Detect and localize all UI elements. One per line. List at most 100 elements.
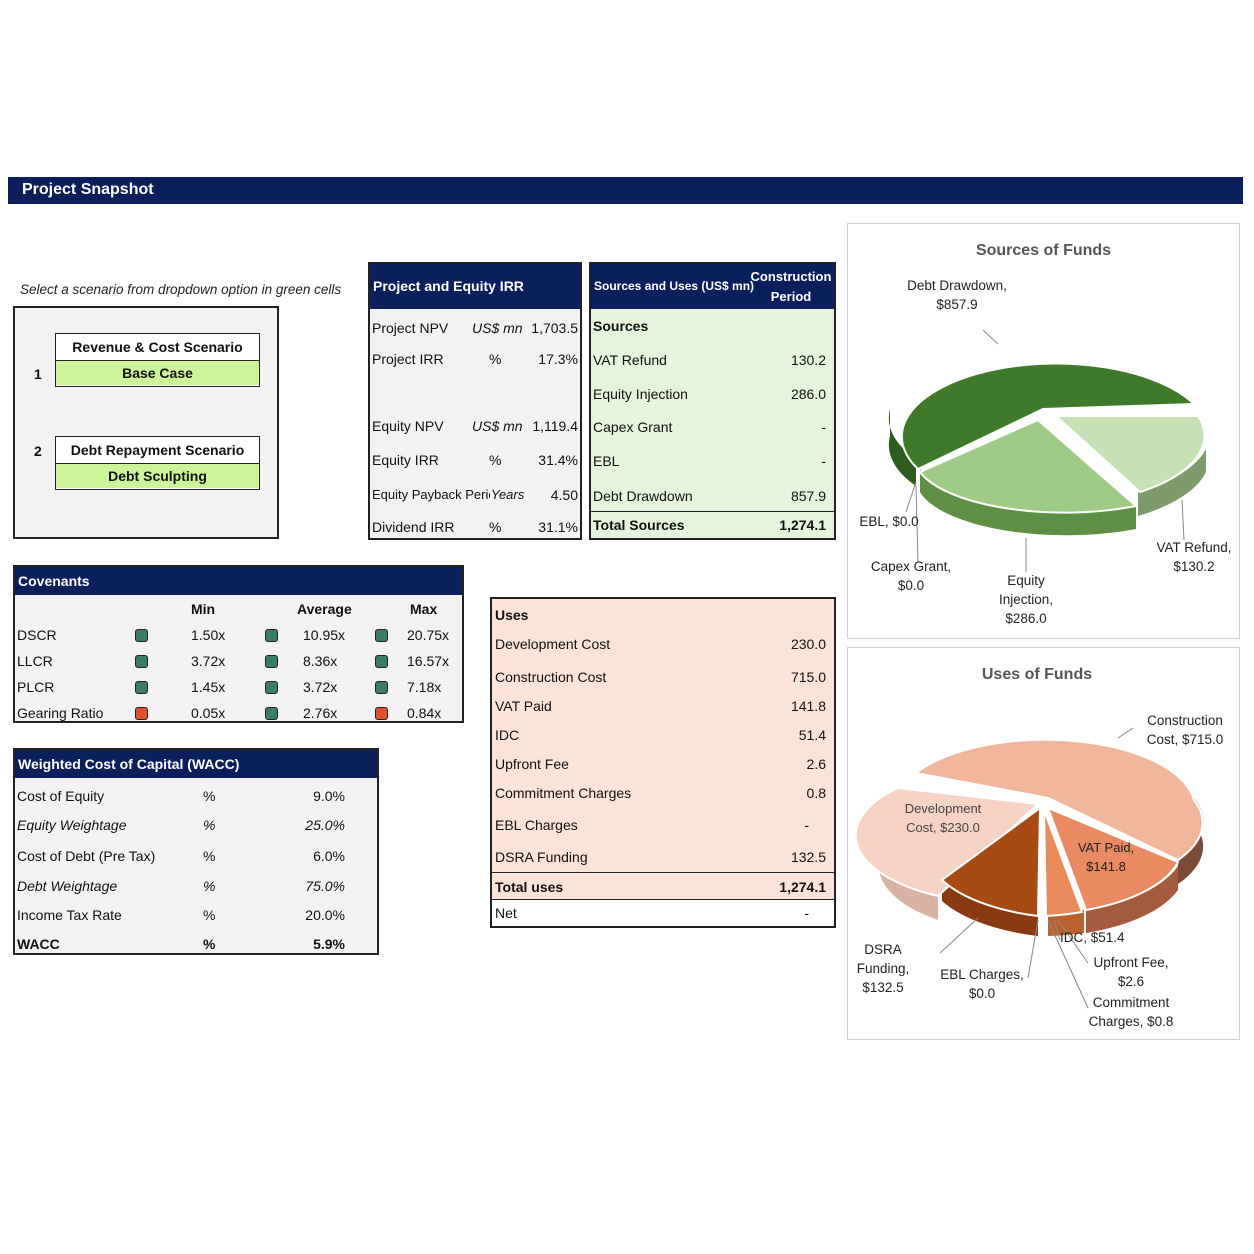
covenant-status-indicator (265, 707, 278, 720)
use-row-value: 2.6 (806, 756, 826, 772)
irr-row-unit: % (489, 519, 502, 535)
sources-section: Sources (593, 318, 649, 334)
label-construction-cost: Construction Cost, $715.0 (1146, 713, 1224, 747)
slice-side (1086, 866, 1178, 933)
covenant-min-value: 1.45x (191, 679, 226, 695)
leader-line (905, 481, 917, 513)
sources-table: Sources and Uses (US$ mn) Construction P… (589, 262, 836, 540)
source-row-label: EBL (593, 453, 620, 469)
covenant-status-indicator (375, 707, 388, 720)
wacc-row-value: 75.0% (305, 878, 345, 894)
irr-row-label: Project NPV (372, 320, 449, 336)
irr-row-value: 17.3% (538, 351, 578, 367)
covenant-min-value: 3.72x (191, 653, 226, 669)
irr-row-label: Equity IRR (372, 452, 439, 468)
source-row-value: 286.0 (790, 386, 826, 402)
covenant-min-value: 1.50x (191, 627, 226, 643)
irr-row-value: 31.1% (538, 519, 578, 535)
leader-line (1047, 919, 1089, 1009)
period-header: Construction Period (750, 269, 832, 304)
use-row-value: 0.8 (806, 785, 826, 801)
irr-row-label: Equity Payback Perioc (372, 487, 490, 502)
label-vat-paid: VAT Paid, $141.8 (1077, 840, 1135, 874)
sources-body: Sources VAT Refund 130.2 Equity Injectio… (591, 309, 834, 511)
use-row-value: 51.4 (798, 727, 826, 743)
uses-total-label: Total uses (495, 879, 564, 895)
source-row-value: 857.9 (790, 488, 826, 504)
scenario-index-1: 1 (34, 366, 42, 382)
sources-chart: Sources of Funds Debt Drawdown, $857.9 V… (847, 223, 1240, 639)
chart-title: Sources of Funds (975, 242, 1112, 259)
sources-total-label: Total Sources (593, 517, 685, 533)
use-row-label: IDC (495, 727, 520, 743)
covenant-status-indicator (135, 707, 148, 720)
sources-pie-svg (888, 329, 1206, 572)
covenant-row-label: PLCR (17, 679, 55, 695)
label-debt-drawdown: Debt Drawdown, $857.9 (907, 278, 1007, 312)
debt-scenario-dropdown[interactable]: Debt Sculpting (56, 463, 259, 488)
label-ebl: EBL, $0.0 (859, 514, 919, 529)
irr-row-label: Dividend IRR (372, 519, 455, 535)
wacc-row-label: WACC (17, 936, 60, 952)
covenant-header-max: Max (410, 601, 438, 617)
use-row-label: Construction Cost (495, 669, 607, 685)
use-row-value: 230.0 (790, 636, 826, 652)
wacc-row-label: Cost of Debt (Pre Tax) (17, 848, 156, 864)
covenant-status-indicator (265, 629, 278, 642)
scenario-panel: 1 Revenue & Cost Scenario Base Case 2 De… (13, 306, 279, 539)
page-title: Project Snapshot (22, 181, 154, 198)
covenant-row-label: LLCR (17, 653, 53, 669)
slice-side (1138, 449, 1206, 516)
uses-net-row: Net - (492, 900, 834, 926)
wacc-row-value: 25.0% (305, 817, 345, 833)
leader-line (982, 329, 999, 345)
use-row-value: 715.0 (790, 669, 826, 685)
covenant-avg-value: 3.72x (303, 679, 338, 695)
wacc-row-unit: % (203, 788, 216, 804)
leader-line (1117, 727, 1134, 739)
uses-net-label: Net (495, 905, 517, 921)
uses-net-value: - (804, 905, 809, 921)
wacc-title: Weighted Cost of Capital (WACC) (15, 750, 377, 778)
source-row-label: Equity Injection (593, 386, 688, 402)
sources-total-row: Total Sources 1,274.1 (591, 511, 834, 538)
use-row-label: VAT Paid (495, 698, 552, 714)
slice-side (888, 409, 916, 486)
uses-total-row: Total uses 1,274.1 (492, 872, 834, 900)
covenant-status-indicator (135, 681, 148, 694)
uses-body: Uses Development Cost 230.0 Construction C… (492, 599, 834, 872)
scenario-index-2: 2 (34, 443, 42, 459)
covenant-max-value: 0.84x (407, 705, 442, 721)
source-row-value: 130.2 (790, 352, 826, 368)
wacc-row-unit: % (203, 817, 216, 833)
uses-chart: Uses of Funds Construction Cost, $715.0 … (847, 647, 1240, 1040)
wacc-row-unit: % (203, 848, 216, 864)
covenant-avg-value: 8.36x (303, 653, 338, 669)
irr-row-value: 4.50 (550, 487, 578, 503)
label-ebl-charges: EBL Charges, $0.0 (940, 967, 1024, 1001)
covenant-max-value: 7.18x (407, 679, 442, 695)
uses-table: Uses Development Cost 230.0 Construction C… (490, 597, 836, 928)
label-capex-grant: Capex Grant, $0.0 (870, 559, 952, 593)
irr-row-value: 1,119.4 (532, 418, 578, 434)
covenant-status-indicator (135, 629, 148, 642)
scenario-note: Select a scenario from dropdown option i… (20, 282, 342, 297)
wacc-table: Weighted Cost of Capital (WACC) Cost of … (13, 748, 379, 955)
wacc-row-value: 20.0% (305, 907, 345, 923)
covenant-status-indicator (375, 681, 388, 694)
use-row-label: Commitment Charges (495, 785, 632, 801)
use-row-value: - (804, 817, 809, 833)
debt-scenario-label: Debt Repayment Scenario (70, 442, 245, 458)
covenant-status-indicator (265, 655, 278, 668)
revenue-scenario-dropdown[interactable]: Base Case (56, 360, 259, 385)
covenant-header-min: Min (191, 601, 216, 617)
wacc-row-value: 6.0% (313, 848, 345, 864)
source-row-label: Debt Drawdown (593, 488, 693, 504)
covenant-status-indicator (265, 681, 278, 694)
wacc-row-label: Equity Weightage (17, 817, 127, 833)
covenant-min-value: 0.05x (191, 705, 226, 721)
label-development-cost: Development Cost, $230.0 (904, 801, 982, 835)
leader-line (939, 917, 979, 954)
label-vat-refund: VAT Refund, $130.2 (1156, 540, 1232, 574)
covenant-max-value: 20.75x (407, 627, 450, 643)
